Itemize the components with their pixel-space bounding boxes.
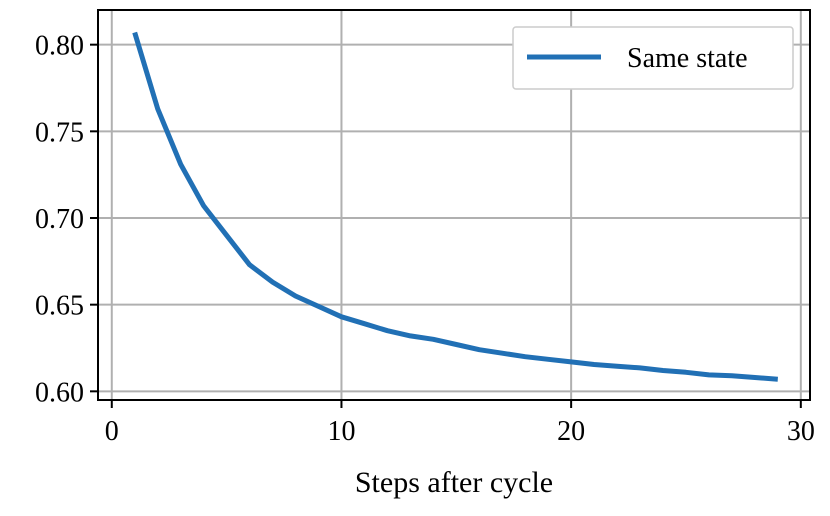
y-tick-label: 0.60 (35, 377, 84, 408)
legend-label: Same state (627, 43, 748, 74)
y-tick-label: 0.80 (35, 31, 84, 62)
series-line (132, 31, 778, 382)
x-tick-label: 30 (787, 416, 815, 447)
x-axis-label: Steps after cycle (355, 466, 553, 499)
series-layer (132, 31, 778, 382)
y-tick-label: 0.70 (35, 204, 84, 235)
y-tick-label: 0.65 (35, 291, 84, 322)
axis-ticks: 0 10 20 30 0.60 0.65 0.70 0.75 0.80 (35, 31, 815, 447)
plot-frame (97, 9, 811, 401)
legend-box (512, 26, 794, 90)
x-tick-label: 20 (557, 416, 585, 447)
y-tick-label: 0.75 (35, 117, 84, 148)
x-tick-label: 10 (327, 416, 355, 447)
legend: Same state (512, 26, 794, 90)
x-tick-label: 0 (105, 416, 119, 447)
